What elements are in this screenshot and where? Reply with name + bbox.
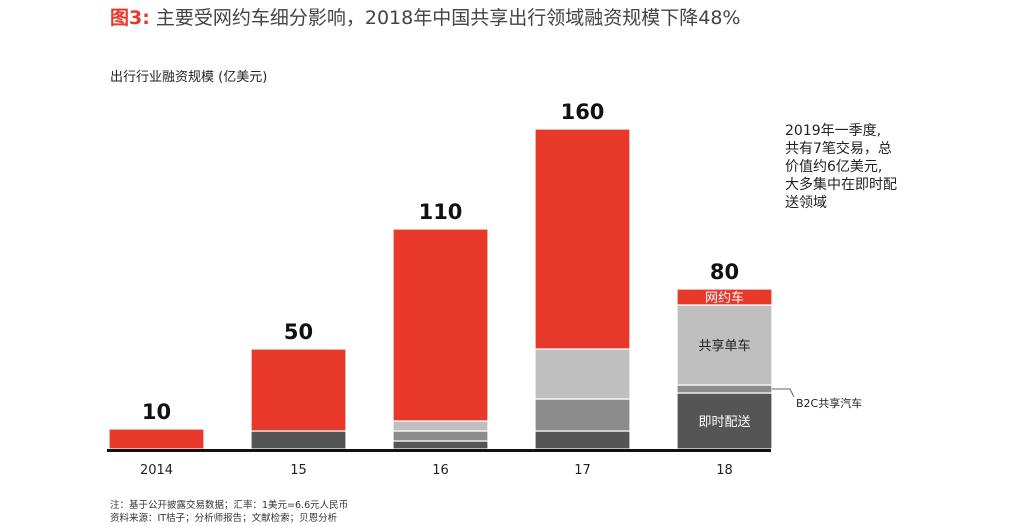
- bar-segment-on_demand_delivery: [676, 392, 773, 450]
- bar-segment-ride_hailing: [250, 348, 347, 432]
- bar-segment-ride_hailing: [108, 428, 205, 450]
- x-tick-label: 18: [716, 463, 733, 478]
- bar-segment-ride_hailing: [534, 128, 631, 350]
- bar-segment-on_demand_delivery: [534, 430, 631, 450]
- x-tick-label: 17: [574, 463, 591, 478]
- bar-segment-b2c_car_sharing: [676, 384, 773, 394]
- footer-source: 资料来源：IT桔子；分析师报告；文献检索；贝恩分析: [110, 513, 338, 524]
- x-tick-label: 15: [290, 463, 307, 478]
- annotation-line: 大多集中在即时配: [785, 177, 897, 193]
- footer-note: 注：基于公开披露交易数据；汇率：1美元=6.6元人民币: [110, 500, 349, 511]
- annotation-line: 送领域: [785, 195, 827, 211]
- annotation-line: 2019年一季度,: [785, 123, 882, 139]
- bar-total-label: 110: [419, 200, 463, 224]
- bar-total-label: 160: [561, 100, 605, 124]
- bar-segment-on_demand_delivery: [250, 430, 347, 450]
- series-label-ride_hailing: 网约车: [705, 290, 744, 306]
- series-label-b2c_car_sharing: B2C共享汽车: [796, 396, 862, 410]
- figure-label: 图3:: [110, 7, 150, 29]
- bar-total-label: 80: [710, 260, 739, 284]
- y-axis-label: 出行行业融资规模 (亿美元): [110, 70, 268, 85]
- q1-2019-annotation: 2019年一季度, 共有7笔交易，总 价值约6亿美元, 大多集中在即时配 送领域: [785, 122, 925, 212]
- title-text: 主要受网约车细分影响，2018年中国共享出行领域融资规模下降48%: [155, 7, 741, 29]
- annotation-line: 共有7笔交易，总: [785, 141, 892, 157]
- series-label-on_demand_delivery: 即时配送: [698, 415, 750, 430]
- bar-segment-on_demand_delivery: [392, 440, 489, 450]
- bar-segment-bike_sharing: [392, 420, 489, 432]
- series-label-bike_sharing: 共享单车: [698, 338, 750, 354]
- bar-segment-b2c_car_sharing: [534, 398, 631, 432]
- footer-notes: 注：基于公开披露交易数据；汇率：1美元=6.6元人民币 资料来源：IT桔子；分析…: [110, 499, 348, 525]
- bar-segment-b2c_car_sharing: [392, 430, 489, 442]
- x-tick-label: 2014: [140, 463, 173, 478]
- bar-total-label: 10: [142, 400, 171, 424]
- chart-title: 图3: 主要受网约车细分影响，2018年中国共享出行领域融资规模下降48%: [110, 3, 740, 30]
- bar-segment-bike_sharing: [534, 348, 631, 400]
- bar-segment-ride_hailing: [676, 288, 773, 306]
- bar-segment-bike_sharing: [676, 304, 773, 386]
- bar-segment-ride_hailing: [392, 228, 489, 422]
- annotation-line: 价值约6亿美元,: [785, 159, 883, 175]
- x-tick-label: 16: [432, 463, 449, 478]
- b2c-leader-line: [772, 388, 795, 398]
- bar-total-label: 50: [284, 320, 313, 344]
